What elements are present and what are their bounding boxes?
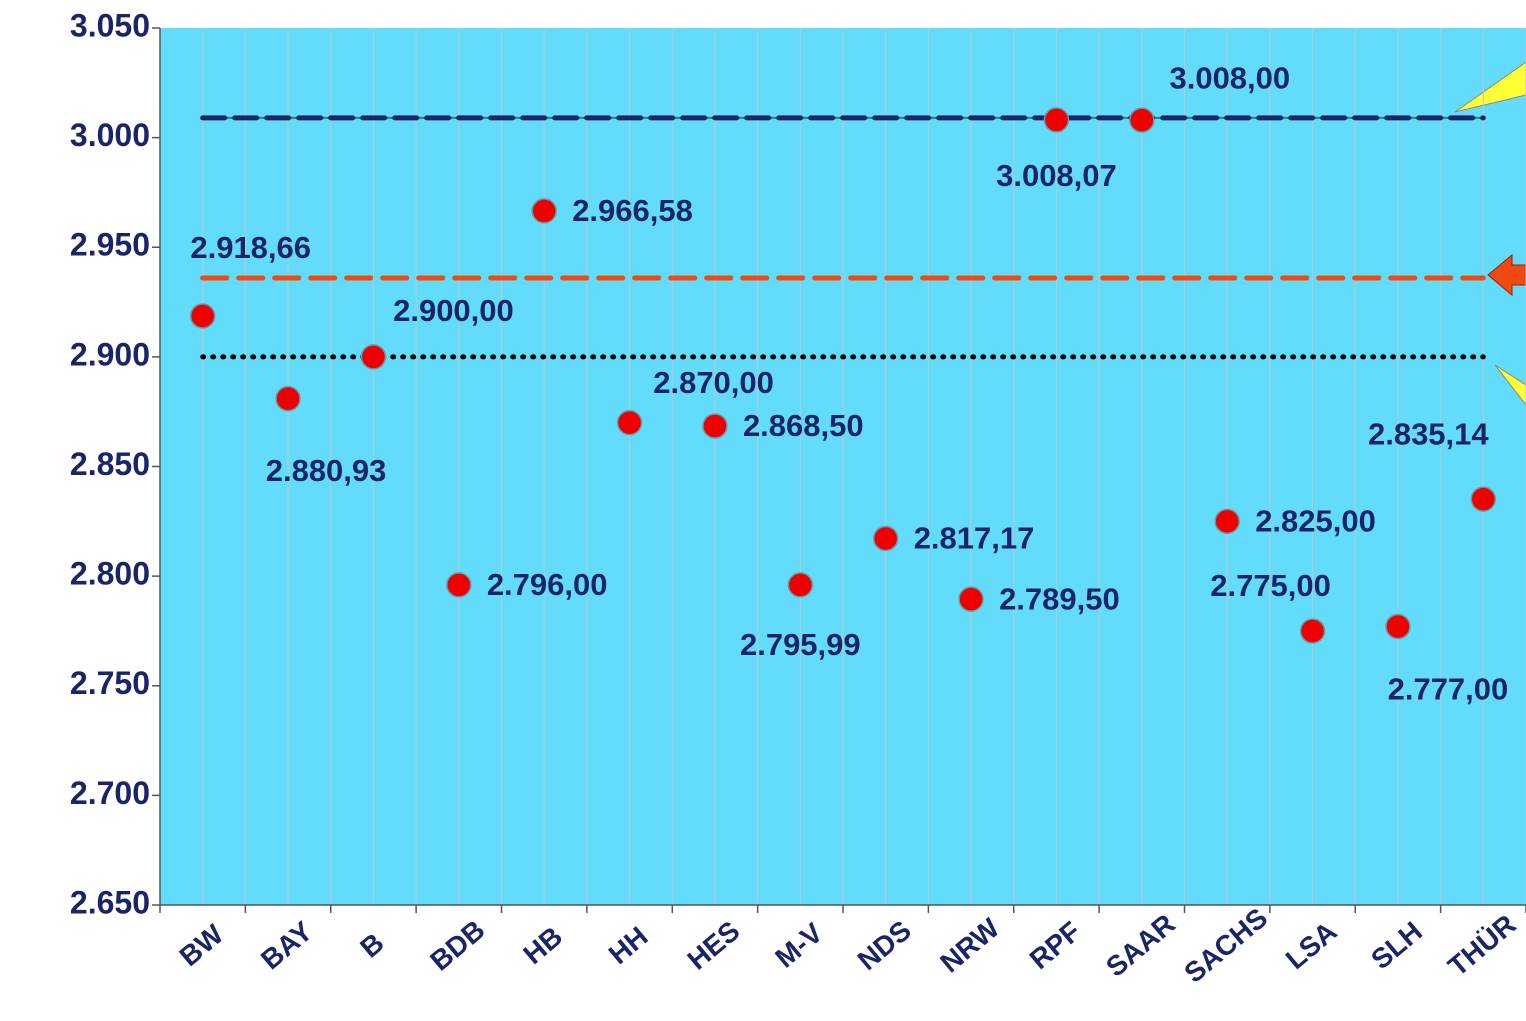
value-label: 2.918,66: [190, 230, 311, 265]
value-label: 2.825,00: [1255, 504, 1376, 539]
value-label: 2.870,00: [653, 365, 774, 400]
value-label: 2.868,50: [743, 408, 864, 443]
y-tick-label: 3.050: [70, 7, 150, 43]
x-tick-label: HES: [682, 915, 746, 976]
value-label: 2.835,14: [1368, 416, 1489, 451]
value-label: 2.817,17: [914, 521, 1035, 556]
point: [1471, 487, 1495, 511]
x-tick-label: B: [354, 927, 389, 964]
y-tick-label: 2.750: [70, 665, 150, 701]
value-label: 3.008,00: [1169, 60, 1290, 95]
x-tick-label: NRW: [934, 912, 1005, 979]
point: [532, 199, 556, 223]
point: [1386, 615, 1410, 639]
x-tick-label: SACHS: [1178, 902, 1273, 989]
y-tick-label: 2.950: [70, 227, 150, 263]
x-tick-label: LSA: [1280, 916, 1343, 976]
point: [191, 304, 215, 328]
x-tick-label: M-V: [769, 917, 828, 974]
value-label: 2.900,00: [393, 293, 514, 328]
point: [959, 587, 983, 611]
x-tick-label: SAAR: [1100, 908, 1181, 983]
x-tick-label: SLH: [1365, 916, 1428, 976]
value-label: 2.775,00: [1210, 568, 1331, 603]
value-label: 2.966,58: [572, 193, 693, 228]
point: [1215, 509, 1239, 533]
x-tick-label: NDS: [852, 915, 917, 977]
y-tick-label: 3.000: [70, 117, 150, 153]
point: [1301, 619, 1325, 643]
point: [788, 573, 812, 597]
x-tick-label: HB: [517, 921, 568, 971]
point: [1130, 108, 1154, 132]
x-tick-label: RPF: [1024, 916, 1087, 976]
point: [447, 573, 471, 597]
chart: 2.650 2.700 2.750 2.800 2.850 2.900 2.950 3.000…: [0, 0, 1526, 1021]
y-tick-label: 2.900: [70, 336, 150, 372]
x-tick-label: HH: [603, 921, 654, 971]
value-label: 2.796,00: [487, 567, 608, 602]
value-label: 2.880,93: [266, 453, 387, 488]
point: [618, 411, 642, 435]
point: [874, 526, 898, 550]
y-tick-label: 2.650: [70, 884, 150, 920]
x-tick-label: THÜR: [1442, 909, 1521, 983]
value-label: 2.795,99: [740, 627, 861, 662]
value-label: 2.789,50: [999, 581, 1120, 616]
y-tick-label: 2.700: [70, 775, 150, 811]
point: [361, 345, 385, 369]
x-tick-label: BDB: [424, 914, 490, 977]
x-tick-label: BW: [173, 918, 229, 972]
value-label: 3.008,07: [996, 158, 1117, 193]
point: [1044, 108, 1068, 132]
y-tick-label: 2.800: [70, 556, 150, 592]
y-tick-label: 2.850: [70, 446, 150, 482]
point: [276, 387, 300, 411]
page: {"chart_data": {"type": "scatter", "cate…: [0, 0, 1526, 1021]
value-label: 2.777,00: [1388, 672, 1509, 707]
point: [703, 414, 727, 438]
x-tick-label: BAY: [255, 915, 318, 975]
